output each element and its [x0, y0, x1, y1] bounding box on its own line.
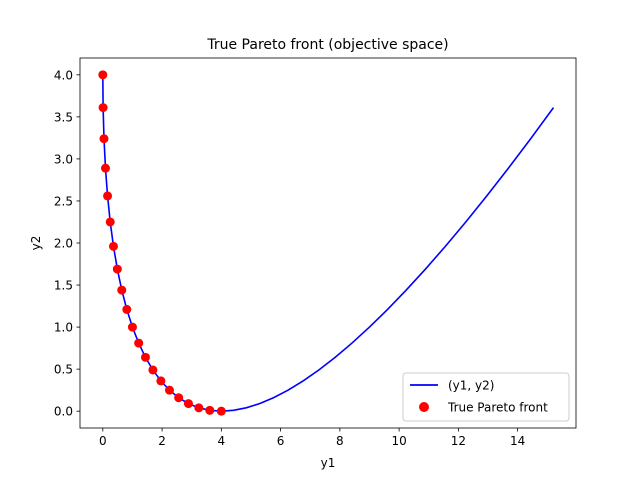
scatter-point — [98, 70, 108, 80]
y-tick-label: 1.5 — [54, 279, 73, 293]
y-tick-label: 2.5 — [54, 194, 73, 208]
legend-dot-swatch — [419, 402, 429, 412]
scatter-point — [194, 403, 204, 413]
x-tick-label: 0 — [99, 434, 107, 448]
scatter-point — [205, 405, 215, 415]
chart-title: True Pareto front (objective space) — [206, 37, 448, 53]
legend-box — [402, 372, 570, 422]
scatter-point — [99, 134, 109, 144]
x-tick-label: 14 — [510, 434, 525, 448]
scatter-point — [112, 264, 122, 274]
legend: (y1, y2) True Pareto front — [402, 372, 570, 422]
scatter-point — [127, 322, 137, 332]
scatter-point — [148, 365, 158, 375]
x-axis-label: y1 — [321, 456, 336, 470]
x-tick-label: 12 — [451, 434, 466, 448]
scatter-point — [174, 393, 184, 403]
series-line — [102, 74, 555, 412]
scatter-point — [156, 376, 166, 386]
scatter-point — [103, 191, 113, 201]
scatter-point — [98, 103, 108, 113]
scatter-point — [134, 338, 144, 348]
x-axis-ticks: 0 2 4 6 8 10 12 14 — [99, 428, 525, 448]
scatter-point — [108, 241, 118, 251]
scatter-point — [164, 385, 174, 395]
scatter-point — [105, 217, 115, 227]
scatter-point — [117, 285, 127, 295]
legend-label-scatter: True Pareto front — [447, 401, 548, 415]
y-axis-label: y2 — [29, 236, 43, 251]
x-tick-label: 10 — [391, 434, 406, 448]
x-tick-label: 4 — [218, 434, 226, 448]
x-tick-label: 6 — [277, 434, 285, 448]
y-tick-label: 3.0 — [54, 152, 73, 166]
scatter-point — [216, 406, 226, 416]
scatter-point — [140, 352, 150, 362]
y-tick-label: 4.0 — [54, 68, 73, 82]
y-tick-label: 2.0 — [54, 237, 73, 251]
y-tick-label: 1.0 — [54, 321, 73, 335]
plot-area — [80, 58, 576, 428]
legend-label-line: (y1, y2) — [448, 379, 494, 393]
y-axis-ticks: 0.0 0.5 1.0 1.5 2.0 2.5 3.0 3.5 4.0 — [54, 68, 80, 419]
y-tick-label: 0.5 — [54, 363, 73, 377]
series-layer — [98, 70, 555, 416]
y-tick-label: 0.0 — [54, 405, 73, 419]
x-tick-label: 8 — [336, 434, 344, 448]
scatter-point — [183, 399, 193, 409]
x-tick-label: 2 — [158, 434, 166, 448]
y-tick-label: 3.5 — [54, 110, 73, 124]
scatter-point — [122, 304, 132, 314]
scatter-point — [100, 163, 110, 173]
